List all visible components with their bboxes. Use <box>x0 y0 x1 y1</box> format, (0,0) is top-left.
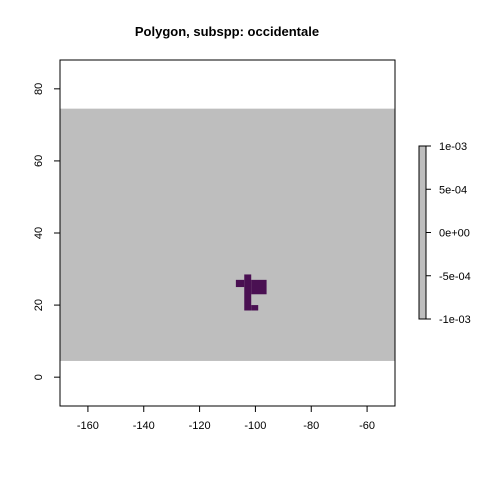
x-tick-label: -60 <box>359 420 375 432</box>
y-tick-label: 80 <box>33 83 45 95</box>
polygon-cell <box>251 280 266 294</box>
x-axis: -160 -140 -120 -100 -80 -60 <box>77 406 375 432</box>
chart-title: Polygon, subspp: occidentale <box>135 24 319 39</box>
legend-colorbar <box>419 146 426 319</box>
y-tick-label: 60 <box>33 155 45 167</box>
x-tick-label: -140 <box>133 420 155 432</box>
y-axis: 0 20 40 60 80 <box>33 83 60 381</box>
polygon-cell <box>236 280 244 287</box>
legend-tick-label: -5e-04 <box>439 271 471 283</box>
x-tick-label: -120 <box>189 420 211 432</box>
legend: 1e-03 5e-04 0e+00 -5e-04 -1e-03 <box>419 141 471 326</box>
legend-tick-label: 1e-03 <box>439 141 467 153</box>
y-tick-label: 0 <box>33 374 45 380</box>
legend-tick-label: 0e+00 <box>439 228 470 240</box>
legend-tick-label: 5e-04 <box>439 184 467 196</box>
raster-background <box>60 109 395 361</box>
polygon-cell <box>251 305 258 310</box>
x-tick-label: -80 <box>303 420 319 432</box>
plot-area <box>60 60 395 406</box>
y-tick-label: 40 <box>33 227 45 239</box>
y-tick-label: 20 <box>33 299 45 311</box>
legend-tick-label: -1e-03 <box>439 314 471 326</box>
polygon-cell <box>244 274 251 310</box>
x-tick-label: -100 <box>244 420 266 432</box>
x-tick-label: -160 <box>77 420 99 432</box>
